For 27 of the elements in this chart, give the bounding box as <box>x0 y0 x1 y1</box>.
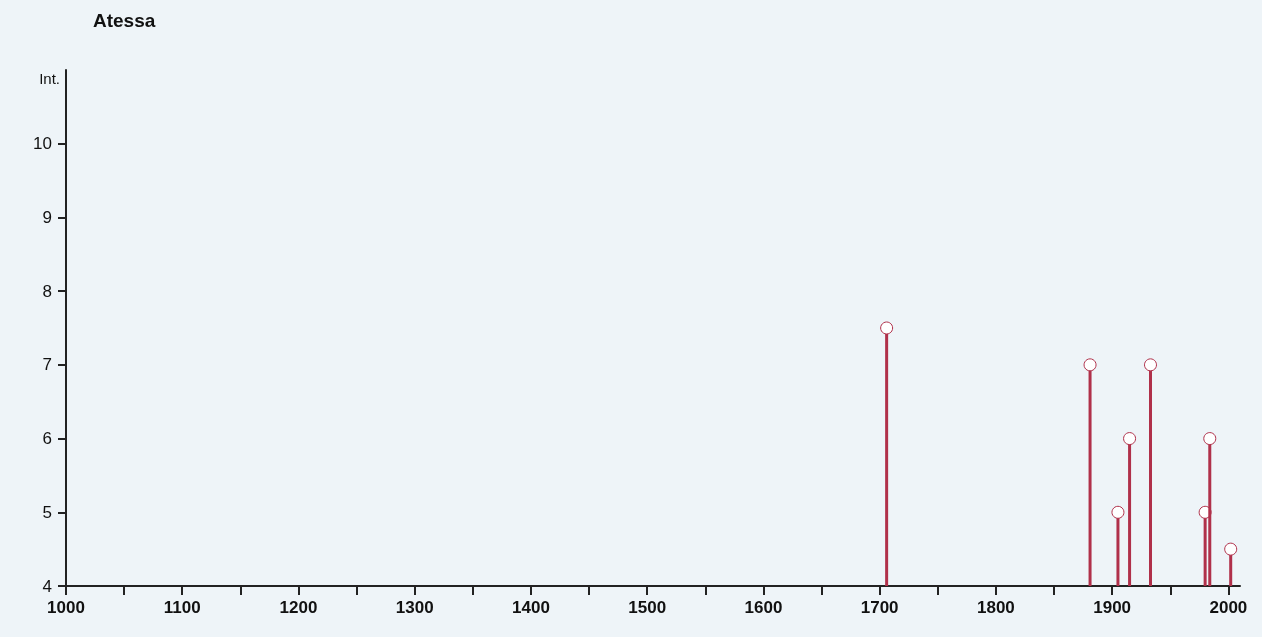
x-tick-label: 1000 <box>47 598 85 617</box>
point <box>1203 432 1217 446</box>
chart-title: Atessa <box>93 10 156 31</box>
x-tick-label: 1800 <box>976 598 1015 617</box>
x-tick-label: 1300 <box>395 598 434 617</box>
x-tick-label: 1200 <box>279 598 318 617</box>
y-tick-label: 6 <box>42 429 52 449</box>
x-tick-label: 1100 <box>163 598 201 617</box>
y-tick-label: 7 <box>42 355 52 375</box>
point <box>1123 432 1137 446</box>
y-tick-label: 10 <box>33 134 52 154</box>
point <box>1083 358 1097 372</box>
x-tick-label: 1900 <box>1093 598 1132 617</box>
y-axis-title: Int. <box>39 70 60 87</box>
point <box>1111 505 1125 519</box>
y-tick-label: 8 <box>42 281 52 301</box>
point <box>880 321 894 335</box>
y-tick-label: 5 <box>42 502 52 522</box>
point <box>1224 542 1238 556</box>
x-tick-label: 1600 <box>744 598 783 617</box>
point <box>1144 358 1157 372</box>
x-tick-label: 1500 <box>628 598 667 617</box>
y-tick-label: 9 <box>42 207 52 227</box>
y-tick-label: 4 <box>42 576 52 596</box>
x-tick-label: 1400 <box>512 598 550 617</box>
x-tick-label: 2000 <box>1209 598 1248 617</box>
x-tick-label: 1700 <box>860 598 899 617</box>
